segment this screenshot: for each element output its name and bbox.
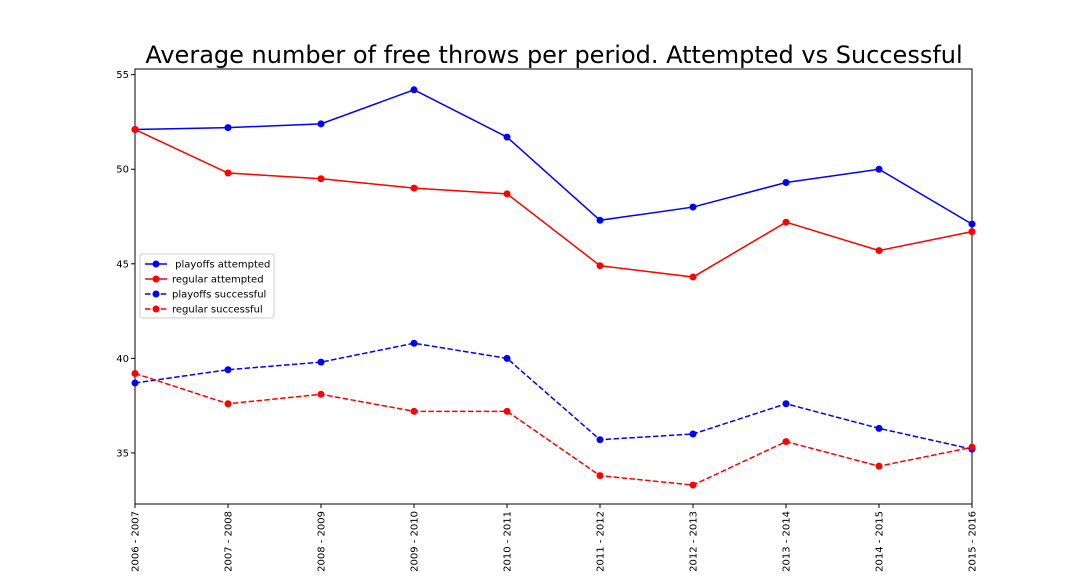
legend-label: playoffs successful <box>172 290 266 301</box>
y-tick-label: 45 <box>116 259 129 270</box>
data-point <box>410 86 418 94</box>
y-tick-label: 40 <box>116 354 129 365</box>
data-point <box>968 443 976 451</box>
series-2 <box>131 339 976 453</box>
series-line <box>134 128 973 278</box>
series-layer <box>131 86 976 489</box>
legend-label: regular attempted <box>172 275 264 286</box>
data-point <box>131 379 139 387</box>
data-point <box>224 366 232 374</box>
data-point <box>875 462 883 470</box>
legend-swatch-marker <box>152 305 160 313</box>
data-point <box>689 481 697 489</box>
data-point <box>968 220 976 228</box>
data-point <box>782 178 790 186</box>
x-tick-label: 2009 - 2010 <box>410 511 421 572</box>
data-point <box>410 339 418 347</box>
chart-title: Average number of free throws per period… <box>145 41 962 69</box>
data-point <box>596 436 604 444</box>
legend-box <box>139 253 275 319</box>
y-axis: 35 40 45 50 55 <box>116 70 135 459</box>
series-line <box>134 88 973 225</box>
data-point <box>875 165 883 173</box>
data-point <box>782 400 790 408</box>
legend-swatch-marker <box>152 275 160 283</box>
series-1 <box>131 126 976 281</box>
series-line <box>134 372 973 486</box>
legend: playoffs attempted regular attempted playo… <box>139 253 275 319</box>
x-tick-label: 2014 - 2015 <box>875 511 886 572</box>
data-point <box>317 390 325 398</box>
legend-label: regular successful <box>172 305 263 316</box>
x-tick-label: 2008 - 2009 <box>317 511 328 572</box>
x-tick-label: 2011 - 2012 <box>596 511 607 572</box>
data-point <box>224 124 232 132</box>
x-tick-label: 2007 - 2008 <box>224 511 235 572</box>
data-point <box>224 169 232 177</box>
data-point <box>503 407 511 415</box>
data-point <box>596 216 604 224</box>
series-3 <box>131 370 976 489</box>
x-axis: 2006 - 2007 2007 - 2008 2008 - 2009 2009 - … <box>131 504 979 572</box>
x-tick-label: 2015 - 2016 <box>968 511 979 572</box>
x-tick-label: 2010 - 2011 <box>503 511 514 572</box>
data-point <box>503 190 511 198</box>
data-point <box>317 175 325 183</box>
data-point <box>596 262 604 270</box>
data-point <box>131 370 139 377</box>
data-point <box>131 126 139 134</box>
data-point <box>224 400 232 408</box>
data-point <box>689 273 697 281</box>
data-point <box>875 424 883 432</box>
data-point <box>875 247 883 255</box>
data-point <box>689 430 697 438</box>
legend-swatch-marker <box>152 290 160 298</box>
y-tick-label: 50 <box>116 165 129 176</box>
data-point <box>689 203 697 211</box>
data-point <box>968 228 976 236</box>
x-tick-label: 2012 - 2013 <box>689 511 700 572</box>
data-point <box>503 133 511 141</box>
data-point <box>596 472 604 480</box>
plot-area <box>134 68 973 505</box>
x-tick-label: 2013 - 2014 <box>782 511 793 572</box>
legend-label: playoffs attempted <box>172 260 270 271</box>
data-point <box>410 407 418 415</box>
data-point <box>410 184 418 192</box>
y-tick-label: 55 <box>116 70 129 81</box>
data-point <box>317 358 325 366</box>
y-tick-label: 35 <box>116 448 129 459</box>
legend-swatch-marker <box>152 260 160 268</box>
x-tick-label: 2006 - 2007 <box>131 511 142 572</box>
data-point <box>782 218 790 226</box>
data-point <box>503 354 511 362</box>
data-point <box>317 120 325 128</box>
data-point <box>782 438 790 446</box>
series-line <box>134 342 973 450</box>
series-0 <box>131 86 976 228</box>
